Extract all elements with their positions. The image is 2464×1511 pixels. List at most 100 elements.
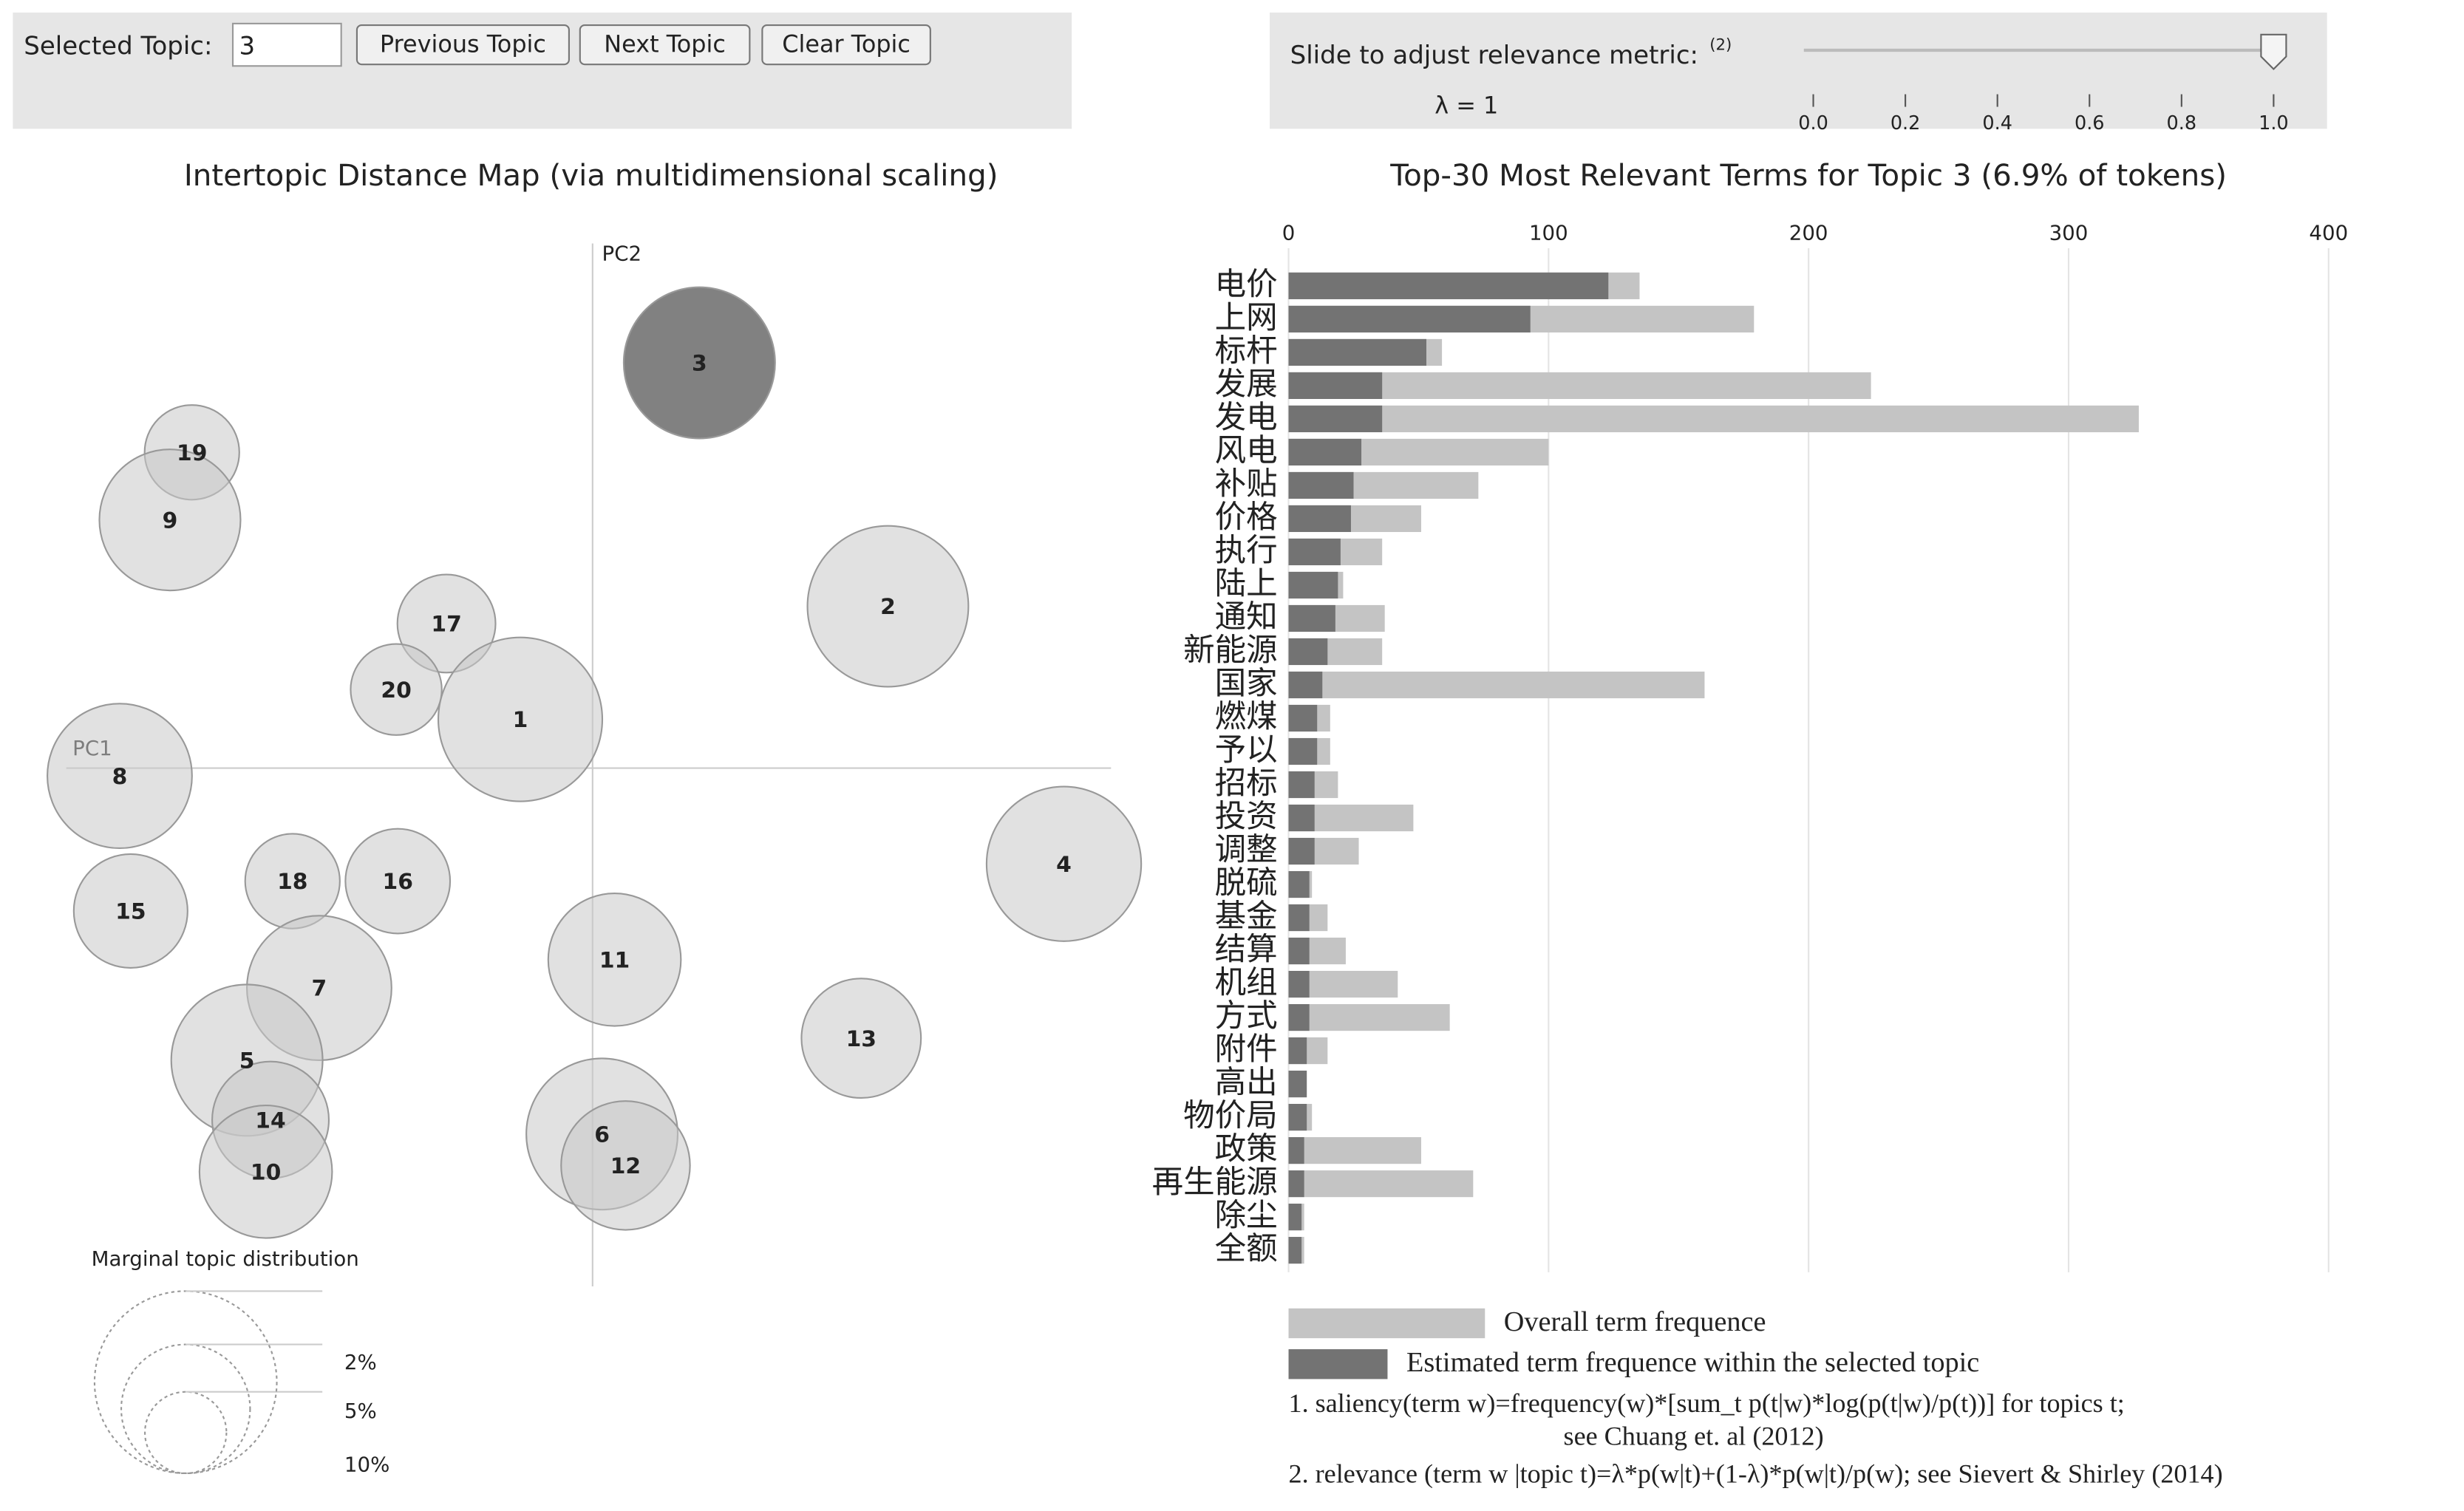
bar[interactable] — [1288, 671, 1323, 699]
term-label[interactable]: 结算 — [1215, 932, 1278, 967]
button-label[interactable]: Clear Topic — [782, 30, 911, 58]
term-label[interactable]: 标杆 — [1215, 334, 1278, 369]
topic-circle[interactable] — [800, 978, 922, 1099]
button-label[interactable]: Next Topic — [604, 30, 726, 58]
size-legend-label: 10% — [344, 1452, 389, 1476]
button[interactable] — [579, 24, 751, 66]
topic-circle[interactable] — [985, 785, 1143, 942]
bar[interactable] — [1288, 804, 1315, 832]
topic-label: 11 — [599, 947, 630, 973]
bar[interactable] — [1288, 1104, 1307, 1131]
topic-circle[interactable] — [98, 448, 242, 592]
topic-circle[interactable] — [437, 636, 604, 802]
note: see Chuang et. al (2012) — [1564, 1422, 1824, 1451]
topic-circle[interactable] — [560, 1100, 691, 1231]
topic-circle[interactable] — [198, 1105, 333, 1239]
bar[interactable] — [1288, 737, 1318, 765]
topic-circle[interactable] — [344, 828, 452, 935]
term-label[interactable]: 调整 — [1215, 833, 1278, 867]
term-label[interactable]: 燃煤 — [1215, 700, 1278, 734]
size-legend-label: 2% — [344, 1350, 377, 1374]
bar[interactable] — [1288, 1003, 1450, 1031]
term-label[interactable]: 全额 — [1215, 1232, 1278, 1266]
bar[interactable] — [1288, 1003, 1310, 1031]
bar[interactable] — [1288, 837, 1315, 865]
bar[interactable] — [1288, 870, 1310, 898]
term-label[interactable]: 补贴 — [1215, 467, 1278, 502]
bar[interactable] — [1288, 438, 1362, 466]
term-label[interactable]: 方式 — [1215, 999, 1278, 1034]
bar[interactable] — [1288, 937, 1310, 965]
term-label[interactable]: 脱硫 — [1215, 866, 1278, 901]
term-label[interactable]: 新能源 — [1183, 633, 1278, 668]
bar[interactable] — [1288, 338, 1426, 366]
term-label[interactable]: 风电 — [1215, 434, 1278, 468]
term-label[interactable]: 投资 — [1215, 799, 1278, 834]
bar[interactable] — [1288, 372, 1383, 399]
topic-circle[interactable] — [622, 286, 776, 440]
term-label[interactable]: 电价 — [1215, 267, 1278, 302]
slider-thumb[interactable] — [2260, 33, 2287, 71]
bar[interactable] — [1288, 1170, 1474, 1198]
bar[interactable] — [1288, 970, 1310, 998]
bar[interactable] — [1288, 671, 1705, 699]
term-label[interactable]: 机组 — [1215, 966, 1278, 1000]
slider-tick-label: 1.0 — [2259, 112, 2289, 134]
size-legend-label: 5% — [344, 1399, 377, 1423]
term-label[interactable]: 招标 — [1215, 766, 1278, 801]
topic-input-value[interactable]: 3 — [239, 31, 256, 61]
bar[interactable] — [1288, 1037, 1307, 1065]
topic-circle[interactable] — [806, 525, 970, 688]
slider-panel — [1270, 13, 2327, 129]
term-label[interactable]: 政策 — [1215, 1132, 1278, 1167]
x-tick-label: 400 — [2309, 221, 2348, 245]
slider-tick-label: 0.6 — [2075, 112, 2105, 134]
bar[interactable] — [1288, 571, 1338, 599]
term-label[interactable]: 执行 — [1215, 533, 1278, 568]
bar[interactable] — [1288, 771, 1315, 799]
bar[interactable] — [1288, 505, 1351, 533]
term-label[interactable]: 国家 — [1215, 666, 1278, 701]
slider-tick-label: 0.0 — [1798, 112, 1828, 134]
term-label[interactable]: 予以 — [1215, 733, 1278, 768]
term-label[interactable]: 物价局 — [1183, 1099, 1278, 1133]
term-label[interactable]: 附件 — [1215, 1032, 1278, 1067]
bar[interactable] — [1288, 904, 1310, 932]
term-label[interactable]: 陆上 — [1215, 567, 1278, 601]
bar[interactable] — [1288, 1237, 1302, 1264]
bar[interactable] — [1288, 538, 1341, 566]
topic-circle[interactable] — [47, 703, 193, 850]
topic-circle[interactable] — [72, 853, 188, 969]
bar[interactable] — [1288, 1170, 1304, 1198]
term-label[interactable]: 再生能源 — [1152, 1165, 1278, 1200]
lambda-label: λ = 1 — [1435, 92, 1498, 120]
term-label[interactable]: 除尘 — [1215, 1198, 1278, 1233]
topic-circle[interactable] — [396, 573, 497, 674]
button[interactable] — [355, 24, 570, 66]
bar[interactable] — [1288, 471, 1354, 499]
bar[interactable] — [1288, 638, 1328, 666]
term-label[interactable]: 发展 — [1215, 367, 1278, 402]
bar[interactable] — [1288, 604, 1335, 632]
term-label[interactable]: 上网 — [1215, 301, 1278, 335]
term-label[interactable]: 价格 — [1215, 500, 1278, 535]
bar[interactable] — [1288, 704, 1318, 732]
bar[interactable] — [1288, 1137, 1304, 1164]
button[interactable] — [761, 24, 931, 66]
bar[interactable] — [1288, 272, 1609, 299]
topic-circle[interactable] — [547, 893, 682, 1027]
bar[interactable] — [1288, 372, 1871, 399]
bar[interactable] — [1288, 1137, 1421, 1164]
bar[interactable] — [1288, 1204, 1302, 1231]
bar[interactable] — [1288, 305, 1531, 332]
topic-input[interactable] — [231, 22, 342, 67]
term-label[interactable]: 高出 — [1215, 1065, 1278, 1100]
bar[interactable] — [1288, 1071, 1307, 1098]
topic-circle[interactable] — [350, 643, 443, 736]
term-label[interactable]: 通知 — [1215, 600, 1278, 635]
bar[interactable] — [1288, 405, 1383, 432]
term-label[interactable]: 发电 — [1215, 400, 1278, 435]
button-label[interactable]: Previous Topic — [380, 30, 546, 58]
term-label[interactable]: 基金 — [1215, 899, 1278, 934]
bar[interactable] — [1288, 405, 2139, 432]
